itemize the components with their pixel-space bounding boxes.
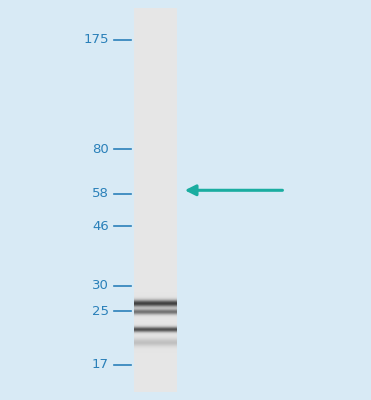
Text: 30: 30	[92, 279, 109, 292]
Text: 25: 25	[92, 305, 109, 318]
Text: 58: 58	[92, 187, 109, 200]
Text: 17: 17	[92, 358, 109, 372]
Bar	[134, 8, 177, 392]
Text: 175: 175	[83, 34, 109, 46]
Text: 80: 80	[92, 142, 109, 156]
Text: 46: 46	[92, 220, 109, 233]
